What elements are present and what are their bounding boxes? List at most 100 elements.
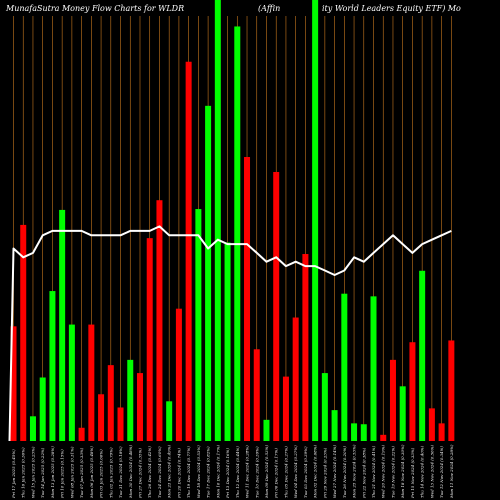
x-tick-label: Tue 03 Dec 2024 (0.39%) [303, 446, 308, 498]
x-tick-label: Fri 06 Dec 2024 (0.17%) [274, 448, 279, 499]
volume-bar [29, 416, 36, 441]
volume-bar [88, 324, 95, 441]
volume-bar [253, 349, 260, 441]
x-tick-label: Wed 27 Nov 2024 (0.14%) [332, 444, 337, 498]
x-tick-label: Thu 21 Nov 2024 (0.41%) [371, 445, 376, 498]
x-tick-label: Tue 10 Dec 2024 (0.39%) [254, 446, 259, 498]
volume-bar [438, 423, 445, 441]
volume-bar [234, 26, 241, 442]
x-tick-label: Fri 10 Jan 2025 (0.15%) [60, 449, 65, 499]
volume-bar [409, 342, 416, 441]
volume-bar [214, 0, 221, 441]
x-tick-label: Fri 22 Nov 2024 (0.38%) [361, 447, 366, 499]
x-tick-label: Mon 02 Dec 2024 (0.68%) [313, 444, 318, 499]
volume-bar [360, 424, 367, 441]
volume-bar [68, 324, 75, 441]
x-tick-label: Fri 27 Dec 2024 (0.35%) [137, 448, 142, 499]
volume-bar [244, 156, 251, 441]
volume-bar [428, 408, 435, 441]
x-tick-label: Tue 31 Dec 2024 (0.18%) [118, 446, 123, 498]
volume-bar [292, 317, 299, 441]
volume-bar [419, 270, 426, 441]
x-tick-label: Mon 30 Dec 2024 (0.48%) [128, 444, 133, 499]
volume-bar [399, 386, 406, 441]
x-tick-label: Mon 16 Dec 2024 (0.17%) [215, 444, 220, 499]
x-tick-label: Wed 04 Dec 2024 (0.27%) [293, 445, 298, 498]
x-tick-labels: Fri 17 Jan 2025 (0.45%) Thu 16 Jan 2025 (… [11, 444, 454, 499]
volume-bar [263, 419, 270, 441]
x-tick-label: Wed 18 Dec 2024 (0.53%) [196, 445, 201, 498]
volume-bar [370, 296, 377, 441]
x-tick-label: Mon 18 Nov 2024 (0.30%) [400, 444, 405, 499]
chart-title-right: ity World Leaders Equity ETF) Mo [322, 4, 461, 13]
volume-bar [321, 373, 328, 441]
volume-bar [351, 423, 358, 441]
volume-bar [312, 0, 319, 441]
x-tick-label: Thu 16 Jan 2025 (0.36%) [21, 447, 26, 498]
volume-bar [282, 376, 289, 441]
money-flow-line [8, 225, 452, 442]
x-tick-label: Fri 15 Nov 2024 (0.33%) [410, 447, 415, 499]
x-tick-label: Tue 26 Nov 2024 (0.20%) [342, 446, 347, 498]
x-tick-label: Tue 19 Nov 2024 (0.22%) [390, 446, 395, 498]
volume-bar [224, 242, 231, 441]
volume-bar [156, 200, 163, 441]
x-tick-label: Tue 24 Dec 2024 (0.60%) [157, 446, 162, 498]
x-tick-label: Thu 12 Dec 2024 (0.44%) [235, 446, 240, 498]
volume-bars [10, 0, 455, 442]
volume-bar [39, 377, 46, 441]
x-tick-label: Wed 20 Nov 2024 (0.19%) [381, 444, 386, 498]
volume-bar [273, 171, 280, 442]
volume-bar [49, 291, 56, 441]
x-tick-label: Wed 08 Jan 2025 (0.31%) [69, 446, 74, 498]
volume-bar [205, 105, 212, 441]
x-tick-label: Fri 13 Dec 2024 (0.16%) [225, 448, 230, 499]
volume-bar [20, 224, 27, 441]
x-tick-label: Fri 29 Nov 2024 (0.23%) [322, 447, 327, 499]
volume-bar [136, 373, 143, 441]
x-tick-label: Tue 12 Nov 2024 (0.34%) [439, 446, 444, 498]
volume-bar [166, 401, 173, 441]
volume-bar [10, 326, 17, 441]
x-tick-label: Tue 17 Dec 2024 (0.82%) [206, 446, 211, 498]
x-tick-label: Mon 13 Jan 2025 (0.28%) [50, 446, 55, 499]
volume-bar [195, 209, 202, 441]
x-tick-label: Thu 05 Dec 2024 (0.27%) [283, 446, 288, 498]
volume-bar [389, 359, 396, 441]
x-tick-label: Fri 20 Dec 2024 (0.74%) [176, 448, 181, 499]
x-tick-label: Fri 03 Jan 2025 (0.66%) [99, 449, 104, 499]
x-tick-label: Wed 13 Nov 2024 (0.56%) [429, 444, 434, 498]
volume-bar [185, 61, 192, 442]
x-tick-label: Wed 15 Jan 2025 (0.23%) [30, 446, 35, 498]
volume-bar [302, 254, 309, 441]
x-tick-label: Tue 14 Jan 2025 (0.22%) [40, 447, 45, 498]
x-tick-label: Thu 19 Dec 2024 (0.77%) [186, 446, 191, 498]
volume-bar [127, 359, 134, 441]
x-tick-label: Thu 14 Nov 2024 (0.40%) [420, 445, 425, 498]
volume-bar [146, 238, 153, 441]
volume-bar [341, 293, 348, 441]
volume-bar [59, 209, 66, 441]
volume-bar [331, 410, 338, 441]
chart-title-left: MunafaSutra Money Flow Charts for WLDR [5, 4, 184, 13]
x-tick-label: Tue 07 Jan 2025 (0.33%) [79, 447, 84, 498]
volume-bar [78, 427, 85, 441]
chart-title-mid: (Affin [258, 4, 280, 13]
x-tick-label: Mon 11 Nov 2024 (0.28%) [449, 444, 454, 499]
x-tick-label: Fri 17 Jan 2025 (0.45%) [11, 449, 16, 499]
money-flow-line-group [8, 225, 452, 442]
x-tick-label: Mon 23 Dec 2024 (0.49%) [167, 444, 172, 499]
volume-bar [175, 308, 182, 441]
x-tick-label: Mon 09 Dec 2024 (0.53%) [264, 444, 269, 499]
x-tick-label: Mon 06 Jan 2025 (0.48%) [89, 446, 94, 499]
volume-bar [117, 407, 124, 441]
x-tick-label: Thu 26 Dec 2024 (0.42%) [147, 446, 152, 498]
x-tick-label: Thu 02 Jan 2025 (0.79%) [108, 447, 113, 498]
x-tick-label: Wed 11 Dec 2024 (0.28%) [245, 445, 250, 498]
volume-bar [448, 340, 455, 441]
volume-bar [98, 394, 105, 441]
volume-bar [107, 365, 114, 441]
x-tick-label: Mon 25 Nov 2024 (0.53%) [352, 444, 357, 499]
volume-bar [380, 434, 387, 441]
